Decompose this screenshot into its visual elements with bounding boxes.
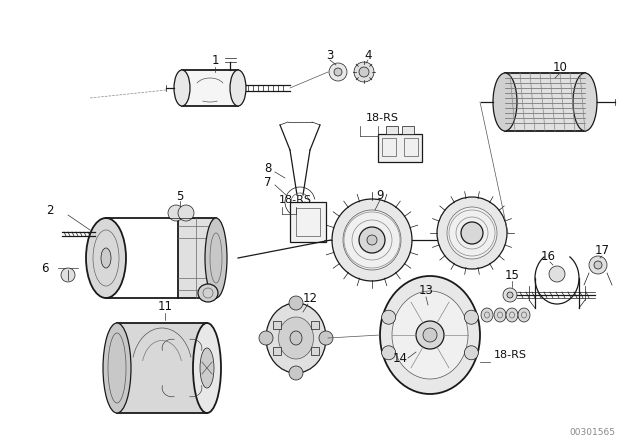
Text: 7: 7: [264, 176, 272, 189]
Ellipse shape: [198, 284, 218, 302]
Circle shape: [289, 366, 303, 380]
Text: 12: 12: [303, 292, 317, 305]
Ellipse shape: [200, 348, 214, 388]
Bar: [402, 126, 414, 134]
Circle shape: [503, 288, 517, 302]
Circle shape: [289, 296, 303, 310]
Ellipse shape: [506, 308, 518, 322]
Bar: [505, 73, 585, 131]
Text: 14: 14: [392, 352, 408, 365]
Ellipse shape: [573, 73, 597, 131]
Ellipse shape: [230, 70, 246, 106]
Circle shape: [359, 67, 369, 77]
Circle shape: [319, 331, 333, 345]
Text: 18-RS: 18-RS: [365, 113, 399, 123]
Ellipse shape: [359, 227, 385, 253]
Ellipse shape: [193, 323, 221, 413]
Bar: [378, 134, 422, 162]
Circle shape: [381, 310, 396, 324]
Ellipse shape: [266, 303, 326, 373]
Bar: [296, 208, 320, 236]
Bar: [311, 321, 319, 329]
Text: 8: 8: [264, 161, 272, 175]
Text: 6: 6: [41, 262, 49, 275]
Text: 18-RS: 18-RS: [493, 350, 527, 360]
Bar: [182, 70, 238, 106]
Ellipse shape: [493, 73, 517, 131]
Circle shape: [465, 346, 478, 360]
Bar: [404, 138, 418, 156]
Ellipse shape: [461, 222, 483, 244]
Ellipse shape: [481, 308, 493, 322]
Bar: [117, 323, 207, 413]
Text: 9: 9: [376, 189, 384, 202]
Text: 3: 3: [326, 48, 333, 61]
Ellipse shape: [423, 328, 437, 342]
Ellipse shape: [103, 323, 131, 413]
Text: 4: 4: [364, 48, 372, 61]
Ellipse shape: [343, 210, 401, 270]
Ellipse shape: [392, 291, 468, 379]
Circle shape: [354, 62, 374, 82]
Text: 5: 5: [176, 190, 184, 202]
Text: 16: 16: [541, 250, 556, 263]
Bar: [178, 218, 216, 298]
Circle shape: [594, 261, 602, 269]
Circle shape: [589, 256, 607, 274]
Ellipse shape: [416, 321, 444, 349]
Text: 11: 11: [157, 300, 173, 313]
Circle shape: [178, 205, 194, 221]
Text: 17: 17: [595, 244, 609, 257]
Ellipse shape: [447, 207, 497, 259]
Text: 15: 15: [504, 268, 520, 281]
Ellipse shape: [205, 218, 227, 298]
Ellipse shape: [367, 235, 377, 245]
Text: 00301565: 00301565: [569, 428, 615, 437]
Circle shape: [507, 292, 513, 298]
Text: 13: 13: [419, 284, 433, 297]
Circle shape: [329, 63, 347, 81]
Bar: [273, 347, 281, 355]
Circle shape: [334, 68, 342, 76]
Ellipse shape: [290, 331, 302, 345]
Circle shape: [259, 331, 273, 345]
Ellipse shape: [86, 218, 126, 298]
Ellipse shape: [101, 248, 111, 268]
Ellipse shape: [278, 317, 314, 359]
Bar: [386, 126, 398, 134]
Circle shape: [168, 205, 184, 221]
Circle shape: [465, 310, 478, 324]
Circle shape: [549, 266, 565, 282]
Circle shape: [61, 268, 75, 282]
Ellipse shape: [518, 308, 530, 322]
Bar: [311, 347, 319, 355]
Circle shape: [381, 346, 396, 360]
Ellipse shape: [380, 276, 480, 394]
Bar: [290, 202, 326, 242]
Text: 2: 2: [46, 203, 54, 216]
Text: 10: 10: [552, 60, 568, 73]
Ellipse shape: [437, 197, 507, 269]
Text: 18-RS: 18-RS: [278, 195, 312, 205]
Ellipse shape: [494, 308, 506, 322]
Ellipse shape: [174, 70, 190, 106]
Text: 1: 1: [211, 53, 219, 66]
Bar: [273, 321, 281, 329]
Bar: [382, 138, 396, 156]
Ellipse shape: [332, 199, 412, 281]
